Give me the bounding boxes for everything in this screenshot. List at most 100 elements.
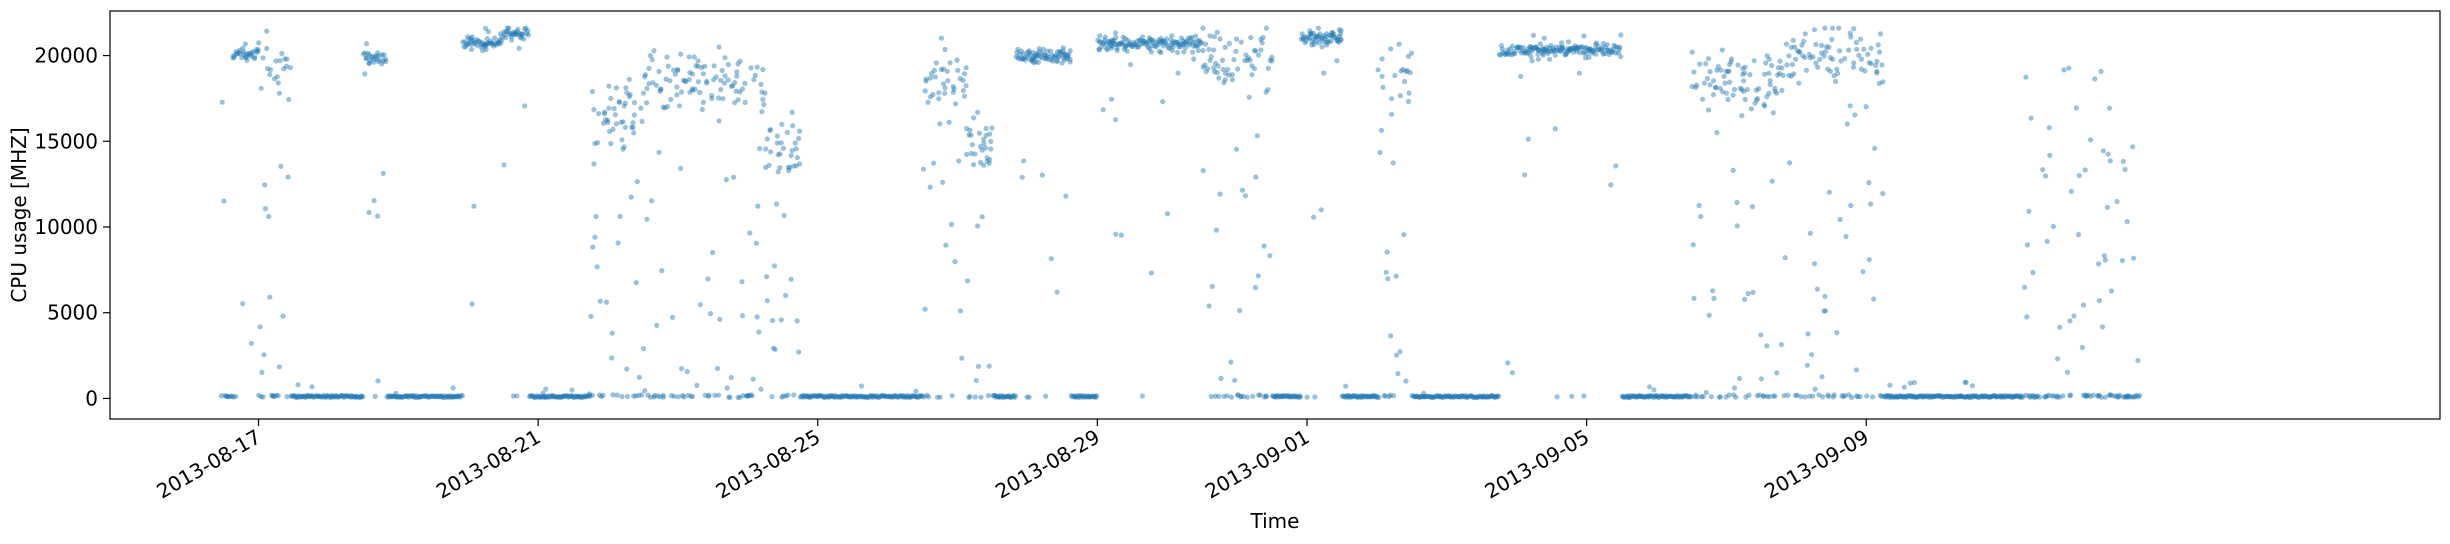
data-point bbox=[855, 393, 861, 399]
data-point bbox=[581, 393, 588, 399]
data-point bbox=[1610, 47, 1616, 53]
data-point bbox=[501, 32, 508, 38]
data-point bbox=[1917, 393, 1923, 399]
data-point bbox=[1916, 393, 1922, 399]
data-point bbox=[2061, 67, 2067, 73]
data-point bbox=[1157, 39, 1163, 45]
data-point bbox=[555, 394, 561, 400]
data-point bbox=[1192, 39, 1198, 45]
data-point bbox=[780, 393, 786, 399]
data-point bbox=[1567, 46, 1573, 52]
data-point bbox=[996, 394, 1002, 400]
data-point bbox=[1910, 393, 1916, 399]
data-point bbox=[434, 393, 440, 399]
data-point bbox=[492, 35, 498, 41]
data-point bbox=[1837, 48, 1843, 54]
data-point bbox=[1421, 390, 1427, 396]
data-point bbox=[1846, 47, 1852, 53]
data-points bbox=[218, 25, 2143, 400]
data-point bbox=[413, 393, 419, 399]
data-point bbox=[602, 111, 608, 117]
data-point bbox=[541, 394, 547, 400]
data-point bbox=[1984, 394, 1990, 400]
data-point bbox=[440, 394, 446, 400]
data-point bbox=[1775, 72, 1781, 78]
data-point bbox=[1930, 393, 1937, 399]
data-point bbox=[1901, 384, 1907, 390]
data-point bbox=[221, 198, 227, 204]
data-point bbox=[1260, 34, 1266, 41]
data-point bbox=[1299, 31, 1305, 37]
data-point bbox=[1336, 27, 1342, 33]
data-point bbox=[686, 77, 692, 83]
data-point bbox=[990, 393, 996, 399]
data-point bbox=[810, 393, 816, 399]
data-point bbox=[1311, 41, 1317, 48]
data-point bbox=[1957, 394, 1963, 400]
data-point bbox=[1134, 38, 1141, 44]
data-point bbox=[1323, 33, 1329, 40]
data-point bbox=[1570, 49, 1577, 55]
data-point bbox=[240, 45, 246, 51]
data-point bbox=[1827, 68, 1834, 74]
data-point bbox=[607, 128, 613, 134]
data-point bbox=[275, 80, 281, 86]
data-point bbox=[927, 94, 934, 100]
data-point bbox=[1409, 393, 1415, 399]
data-point bbox=[1879, 62, 1885, 68]
data-point bbox=[1998, 394, 2004, 400]
data-point bbox=[1485, 394, 1491, 400]
data-point bbox=[1761, 393, 1767, 399]
data-point bbox=[734, 73, 740, 79]
data-point bbox=[495, 40, 501, 46]
data-point bbox=[785, 392, 791, 398]
data-point bbox=[1350, 393, 1356, 399]
data-point bbox=[2010, 393, 2016, 399]
data-point bbox=[1836, 25, 1842, 31]
data-point bbox=[688, 393, 694, 399]
data-point bbox=[1124, 42, 1130, 48]
data-point bbox=[376, 53, 382, 59]
data-point bbox=[1195, 38, 1201, 44]
data-point bbox=[606, 83, 612, 89]
data-point bbox=[1228, 394, 1235, 400]
data-point bbox=[544, 393, 550, 400]
data-point bbox=[644, 100, 650, 106]
data-point bbox=[1530, 46, 1536, 52]
data-point bbox=[1582, 45, 1589, 51]
data-point bbox=[737, 58, 743, 64]
data-point bbox=[1914, 394, 1920, 400]
data-point bbox=[1967, 394, 1973, 400]
data-point bbox=[1905, 393, 1911, 399]
data-point bbox=[964, 125, 970, 132]
data-point bbox=[1308, 30, 1314, 37]
data-point bbox=[1571, 46, 1577, 52]
data-point bbox=[1850, 64, 1857, 70]
data-point bbox=[1711, 295, 1717, 301]
data-point bbox=[224, 393, 230, 400]
data-point bbox=[1063, 52, 1069, 58]
data-point bbox=[1444, 394, 1450, 400]
data-point bbox=[1130, 39, 1137, 45]
data-point bbox=[1756, 86, 1762, 92]
data-point bbox=[1700, 394, 1706, 400]
data-point bbox=[571, 394, 577, 400]
data-point bbox=[1930, 393, 1936, 399]
data-point bbox=[1686, 393, 1692, 399]
data-point bbox=[1569, 45, 1575, 51]
data-point bbox=[774, 201, 780, 207]
data-point bbox=[1576, 44, 1582, 51]
data-point bbox=[851, 393, 857, 399]
data-point bbox=[2132, 394, 2138, 400]
data-point bbox=[763, 146, 769, 152]
data-point bbox=[999, 394, 1005, 400]
data-point bbox=[1866, 60, 1872, 66]
data-point bbox=[1842, 393, 1848, 399]
data-point bbox=[1812, 386, 1818, 392]
data-point bbox=[264, 45, 270, 52]
data-point bbox=[1726, 68, 1732, 74]
data-point bbox=[372, 393, 378, 399]
data-point bbox=[583, 394, 589, 400]
data-point bbox=[234, 51, 240, 57]
data-point bbox=[1733, 394, 1739, 400]
